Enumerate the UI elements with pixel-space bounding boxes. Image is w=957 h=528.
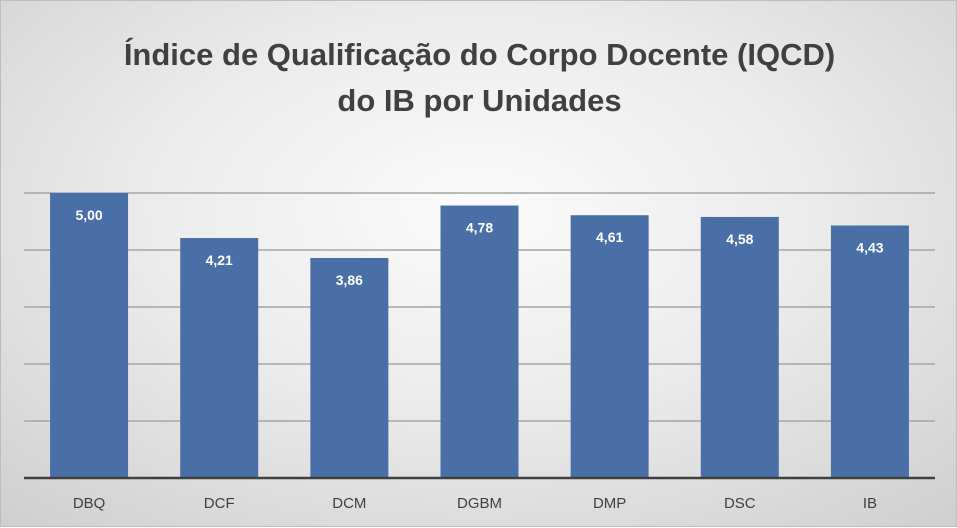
chart-title-line-1: Índice de Qualificação do Corpo Docente … <box>123 37 836 72</box>
bar-dmp <box>570 215 649 479</box>
bar-dcf <box>180 238 259 478</box>
category-label: DGBM <box>457 495 502 512</box>
category-label: DCF <box>204 495 235 512</box>
bar-dcm <box>310 257 389 478</box>
category-label: DMP <box>593 495 626 512</box>
data-label: 5,00 <box>75 207 102 223</box>
bar-dsc <box>700 216 779 478</box>
data-label: 4,43 <box>856 239 883 255</box>
category-label: DBQ <box>73 495 106 512</box>
category-label: IB <box>863 495 877 512</box>
data-label: 4,78 <box>466 220 493 236</box>
data-label: 4,21 <box>206 252 233 268</box>
bar-ib <box>830 225 909 478</box>
category-label: DCM <box>332 495 366 512</box>
data-label: 4,61 <box>596 229 623 245</box>
bar-dbq <box>50 193 129 478</box>
chart-title-line-2: do IB por Unidades <box>337 83 622 118</box>
bar-dgbm <box>440 205 519 479</box>
data-label: 4,58 <box>726 231 753 247</box>
category-label: DSC <box>724 495 756 512</box>
data-label: 3,86 <box>336 272 363 288</box>
